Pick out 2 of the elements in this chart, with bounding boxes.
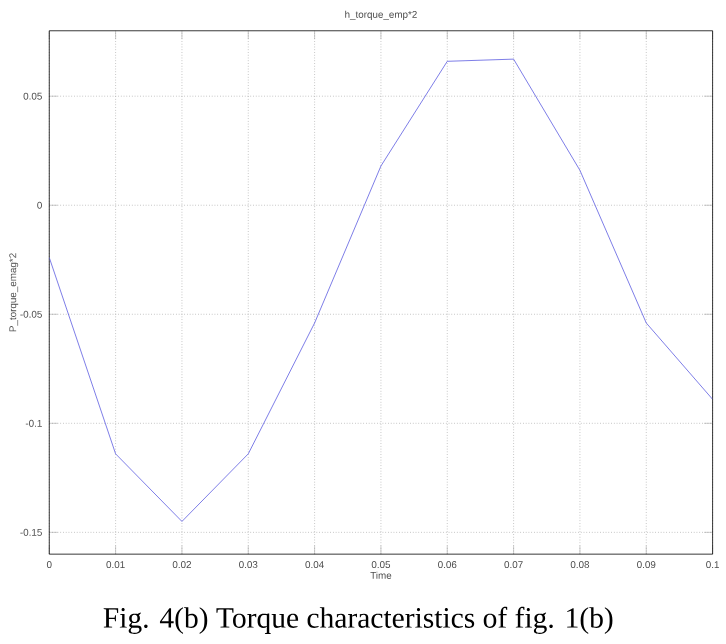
line-series bbox=[49, 58, 713, 522]
caption: Fig. 4(b) Torque characteristics of fig. 1(b) bbox=[103, 606, 613, 635]
